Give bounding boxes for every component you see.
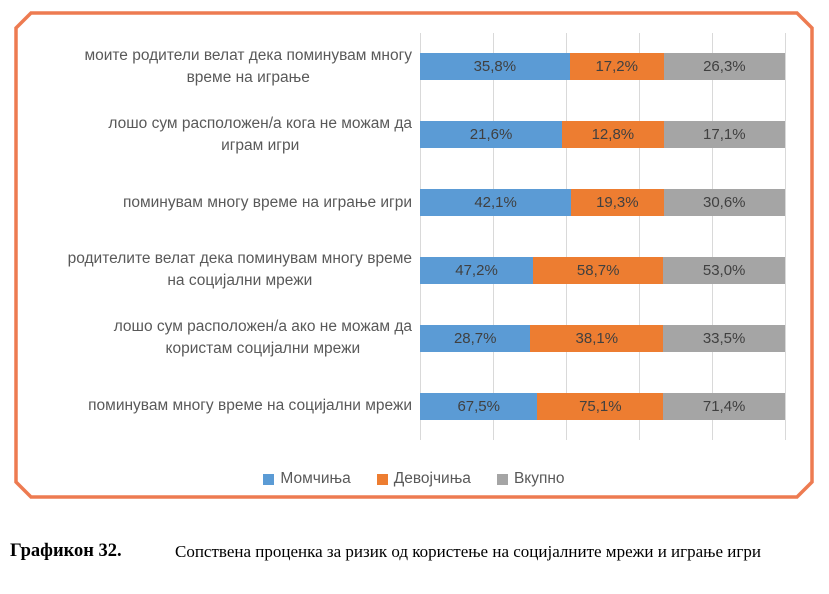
bar-segment: 17,1% (663, 121, 785, 149)
bar-segment: 19,3% (571, 189, 664, 217)
category-label-line: лошо сум расположен/а ако не можам да (113, 318, 412, 336)
category-label-line: лошо сум расположен/а кога не можам да (108, 114, 412, 132)
legend-swatch-icon (263, 473, 275, 485)
beveled-border-shape (14, 11, 814, 499)
category-label-column: моите родители велат дека поминувам мног… (14, 45, 420, 89)
bar-value-label: 28,7% (453, 329, 497, 347)
bar-value-label: 53,0% (702, 261, 746, 279)
category-label: родителите велат дека поминувам многу вр… (68, 248, 412, 292)
category-label-line: моите родители велат дека поминувам мног… (84, 46, 412, 64)
bar-segment: 75,1% (537, 392, 664, 420)
bar-value-label: 17,2% (595, 58, 638, 76)
bar-value-label: 47,2% (455, 261, 498, 279)
gridline (711, 33, 713, 440)
bar-segment: 38,1% (530, 324, 664, 352)
category-label-column: поминувам многу време на играње игри (14, 192, 420, 214)
gridline (784, 33, 786, 440)
category-label-line: време на играње (186, 68, 310, 86)
category-label-column: поминувам многу време на социјални мрежи (14, 395, 420, 417)
bar-value-label: 30,6% (702, 194, 746, 212)
category-label-line: родителите велат дека поминувам многу вр… (67, 250, 412, 268)
bar-segment: 33,5% (663, 324, 785, 352)
bar-segment: 17,2% (569, 53, 664, 81)
legend-swatch-icon (496, 473, 508, 485)
legend-item: Девојчиња (376, 470, 471, 488)
category-label-column: родителите велат дека поминувам многу вр… (14, 248, 420, 292)
bar-value-label: 58,7% (576, 261, 620, 279)
figure-caption: Графикон 32. Сопствена проценка за ризик… (10, 537, 822, 566)
bar-value-label: 26,3% (703, 58, 746, 76)
stacked-bar: 21,6% 12,8% 17,1% (420, 121, 785, 149)
stacked-bar: 42,1% 19,3% 30,6% (420, 189, 786, 217)
bar-row: поминувам многу време на социјални мрежи… (14, 372, 785, 440)
bar-value-label: 12,8% (591, 126, 635, 144)
gridline (638, 33, 640, 440)
legend-label: Момчиња (280, 470, 351, 487)
bar-row: моите родители велат дека поминувам мног… (14, 33, 785, 101)
bar-row: поминувам многу време на играње игри 42,1… (14, 169, 786, 237)
legend-swatch-icon (376, 473, 388, 485)
category-label: поминувам многу време на социјални мрежи (88, 395, 412, 417)
bar-segment: 26,3% (663, 53, 785, 81)
gridline (419, 33, 421, 440)
bar-segment: 21,6% (420, 121, 563, 149)
category-label-line: играм игри (221, 136, 300, 154)
bar-value-label: 67,5% (457, 397, 500, 415)
stacked-bar: 28,7% 38,1% 33,5% (420, 324, 785, 352)
legend-item: Вкупно (496, 470, 565, 488)
bar-row: лошо сум расположен/а ако не можам да кор… (14, 304, 785, 372)
bar-segment: 58,7% (533, 256, 664, 284)
bar-value-label: 75,1% (579, 397, 622, 415)
bar-segment: 71,4% (663, 392, 785, 420)
category-label: лошо сум расположен/а кога не можам да иг… (108, 113, 412, 157)
bar-segment: 28,7% (420, 324, 531, 352)
bar-row: лошо сум расположен/а кога не можам да иг… (14, 101, 785, 169)
bar-value-label: 35,8% (473, 58, 517, 76)
category-label-column: лошо сум расположен/а кога не можам да иг… (14, 113, 420, 157)
category-label-line: на социјални мрежи (167, 272, 313, 290)
bar-segment: 47,2% (420, 256, 534, 284)
legend-label: Вкупно (513, 470, 565, 487)
bar-value-label: 17,1% (703, 126, 746, 144)
category-label-line: поминувам многу време на играње игри (122, 193, 412, 211)
stacked-bar: 67,5% 75,1% 71,4% (420, 392, 785, 420)
bar-value-label: 19,3% (596, 194, 639, 212)
figure-caption-number: Графикон 32. (10, 541, 122, 561)
bar-segment: 35,8% (420, 53, 570, 81)
bar-rows-container: моите родители велат дека поминувам мног… (14, 33, 786, 440)
bar-row: родителите велат дека поминувам многу вр… (14, 236, 785, 304)
figure-border-frame (14, 11, 814, 499)
bar-value-label: 71,4% (702, 397, 746, 415)
category-label-column: лошо сум расположен/а ако не можам да кор… (14, 316, 420, 360)
bar-segment: 53,0% (663, 256, 785, 284)
stacked-bar: 35,8% 17,2% 26,3% (420, 53, 785, 81)
bar-value-label: 38,1% (575, 329, 619, 347)
chart-figure-box: моите родители велат дека поминувам мног… (14, 11, 814, 499)
stacked-bar: 47,2% 58,7% 53,0% (420, 256, 785, 284)
category-label: лошо сум расположен/а ако не можам да кор… (114, 316, 412, 360)
bar-value-label: 42,1% (474, 194, 517, 212)
bar-segment: 12,8% (562, 121, 664, 149)
category-label: моите родители велат дека поминувам мног… (84, 45, 412, 89)
chart-legend: Момчиња Девојчиња Вкупно (14, 470, 814, 488)
bar-segment: 30,6% (663, 189, 786, 217)
gridline (565, 33, 567, 440)
category-label: поминувам многу време на играње игри (123, 192, 412, 214)
gridline (492, 33, 494, 440)
category-label-line: користам социјални мрежи (165, 340, 361, 358)
plot-area (419, 33, 786, 440)
bar-segment: 67,5% (420, 392, 538, 420)
bar-value-label: 33,5% (702, 329, 746, 347)
legend-label: Девојчиња (393, 470, 471, 487)
figure-caption-text: Сопствена проценка за ризик од користење… (175, 542, 761, 561)
legend-item: Момчиња (263, 470, 351, 488)
bar-value-label: 21,6% (469, 126, 513, 144)
category-label-line: поминувам многу време на социјални мрежи (88, 397, 412, 415)
bar-segment: 42,1% (420, 189, 572, 217)
